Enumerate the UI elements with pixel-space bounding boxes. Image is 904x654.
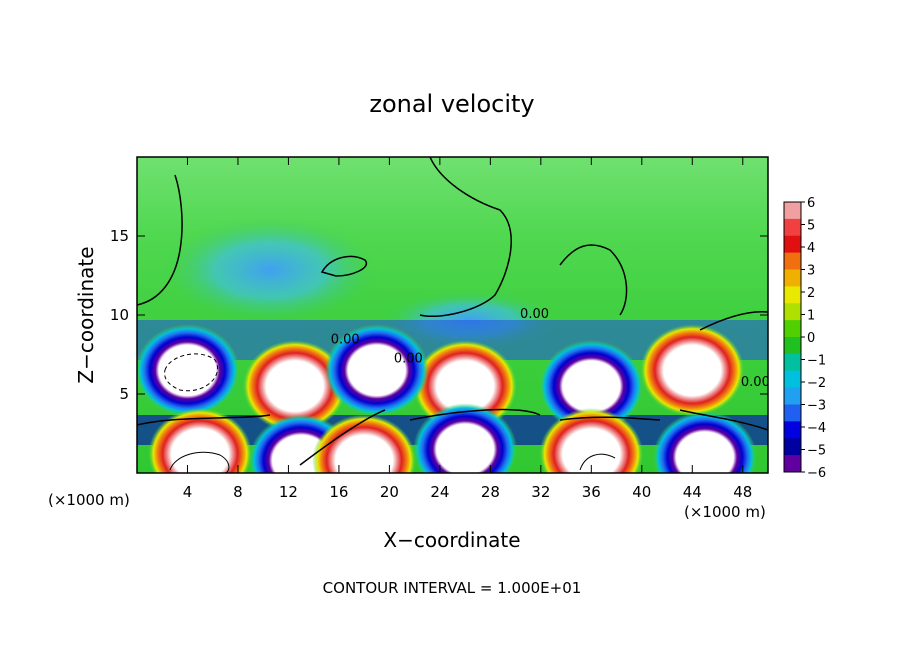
contour-label: 0.00 (520, 307, 549, 322)
positive-velocity-cell (242, 340, 347, 433)
x-tick-label: 4 (183, 483, 193, 501)
negative-velocity-cell (324, 324, 429, 417)
colorbar-swatch (784, 303, 801, 321)
zero-contour-upper (137, 157, 768, 331)
x-unit-right: (×1000 m) (684, 503, 766, 521)
colorbar-label: 5 (807, 219, 815, 234)
colorbar-swatch (784, 269, 801, 287)
velocity-extrema (137, 324, 757, 473)
colorbar-swatch (784, 370, 801, 389)
y-tick-label: 5 (119, 385, 129, 403)
colorbar-swatch (784, 286, 801, 304)
positive-thin-contour (169, 451, 616, 473)
colorbar-label: −4 (807, 421, 826, 436)
colorbar-label: 3 (807, 264, 815, 279)
x-tick-label: 48 (733, 483, 752, 501)
colorbar-label: 2 (807, 286, 815, 301)
negative-velocity-cell (539, 340, 644, 433)
colorbar-label: 6 (807, 196, 815, 211)
negative-velocity-cell (413, 403, 518, 473)
positive-velocity-cell (539, 408, 644, 473)
colorbar-label: −6 (807, 466, 826, 481)
colorbar-label: −5 (807, 444, 826, 459)
x-tick-label: 40 (632, 483, 651, 501)
colorbar-swatch (784, 353, 801, 372)
y-axis-label: Z−coordinate (74, 246, 98, 383)
contour-label-group: 0.00 0.00 0.00 0.00 (331, 307, 770, 390)
colorbar-swatch (784, 235, 801, 254)
contour-label: 0.00 (394, 351, 423, 366)
small-contour-loop (320, 255, 368, 277)
contour-lines (137, 157, 768, 473)
colorbar-swatch (784, 218, 801, 237)
contour-label: 0.00 (741, 375, 770, 390)
blue-cloud-upper (160, 215, 380, 325)
colorbar-label: −3 (807, 399, 826, 414)
colorbar-label: 4 (807, 241, 815, 256)
positive-velocity-cell (148, 408, 253, 473)
colorbar-swatch (784, 337, 801, 355)
negative-dashed-contour (164, 353, 218, 392)
y-tick-label: 10 (110, 306, 129, 324)
x-tick-label: 32 (531, 483, 550, 501)
x-unit-left: (×1000 m) (48, 491, 130, 509)
x-tick-label: 44 (683, 483, 702, 501)
colorbar-swatch (784, 455, 801, 473)
negative-velocity-cell (652, 411, 757, 473)
colorbar-swatch (784, 252, 801, 270)
colorbar-label: 1 (807, 309, 815, 324)
y-axis: 5 10 15 (110, 227, 768, 403)
x-axis: 4 8 12 16 20 24 28 32 36 40 44 48 (183, 157, 752, 501)
x-tick-label: 24 (430, 483, 449, 501)
zero-contour-lower (137, 408, 768, 466)
colorbar-swatch (784, 404, 801, 422)
y-tick-label: 15 (110, 227, 129, 245)
x-tick-label: 28 (481, 483, 500, 501)
colorbar-swatch (784, 387, 801, 405)
colorbar-swatch (784, 202, 801, 220)
positive-velocity-cell (640, 324, 745, 417)
x-tick-label: 12 (279, 483, 298, 501)
x-tick-label: 20 (380, 483, 399, 501)
colorbar-label: −2 (807, 376, 826, 391)
contour-interval-note: CONTOUR INTERVAL = 1.000E+01 (323, 579, 582, 597)
contour-label: 0.00 (331, 332, 360, 347)
x-tick-label: 8 (233, 483, 243, 501)
colorbar-label: 0 (807, 331, 815, 346)
positive-velocity-cell (312, 414, 417, 473)
chart-title: zonal velocity (369, 90, 534, 118)
colorbar: 6 5 4 3 2 1 0 −1 −2 −3 −4 −5 −6 (783, 196, 826, 481)
colorbar-swatch (784, 421, 801, 439)
colorbar-swatch (784, 438, 801, 456)
x-tick-label: 36 (582, 483, 601, 501)
negative-velocity-cell (137, 324, 240, 417)
plot-area: 0.00 0.00 0.00 0.00 (137, 157, 770, 473)
colorbar-label: −1 (807, 354, 826, 369)
x-tick-label: 16 (329, 483, 348, 501)
x-axis-label: X−coordinate (383, 528, 520, 552)
colorbar-swatch (784, 320, 801, 338)
